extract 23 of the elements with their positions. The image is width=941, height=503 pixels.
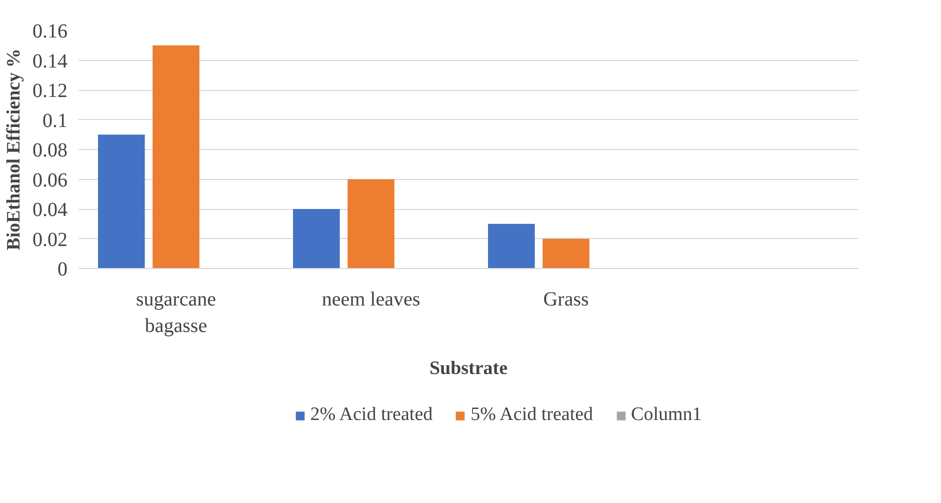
y-tick-label: 0.08 [32,140,68,162]
y-tick-label: 0.12 [32,80,68,102]
y-tick-label: 0.04 [32,199,68,221]
bar [293,209,340,268]
x-axis-title: Substrate [429,358,508,379]
x-tick-label: neem leaves [322,288,420,310]
bar [152,45,200,268]
bar [488,224,535,268]
legend-label: Column1 [631,404,702,426]
y-tick-label: 0.16 [32,20,68,42]
y-tick-label: 0.1 [42,110,68,132]
x-tick-label: sugarcane bagasse [136,288,216,337]
y-tick-label: 0.14 [32,50,68,72]
x-tick-label: Grass [543,288,589,310]
y-tick-label: 0 [58,258,68,280]
bar [542,238,590,268]
legend-label: 2% Acid treated [310,404,433,426]
bar [348,179,394,268]
y-tick-label: 0.02 [32,228,68,251]
legend-label: 5% Acid treated [470,404,594,426]
y-axis-title: BioEthanol Efficiency % [4,48,24,250]
bar [98,134,145,268]
y-tick-label: 0.06 [32,169,68,192]
